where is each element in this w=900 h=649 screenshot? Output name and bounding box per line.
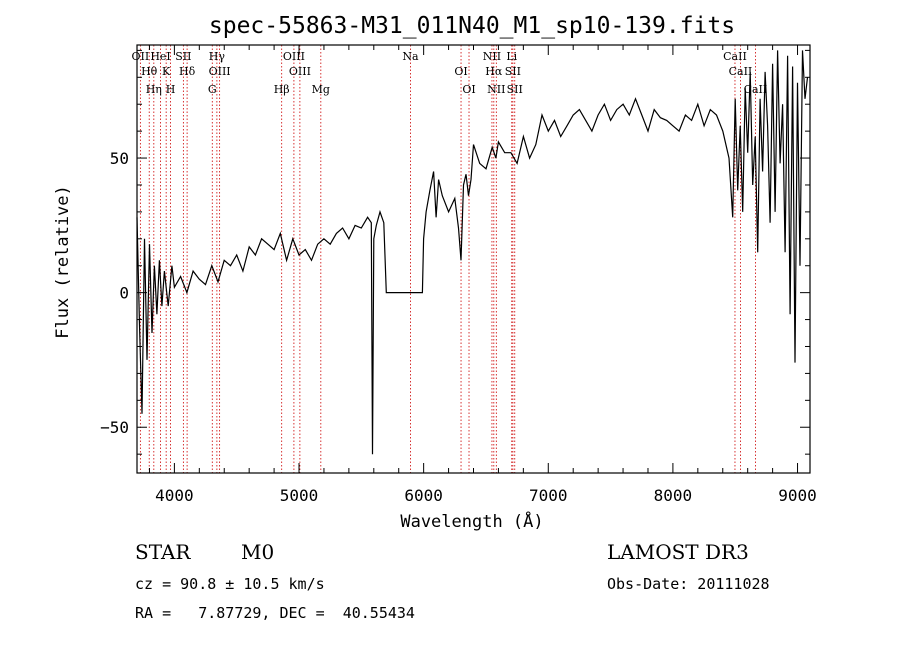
y-tick-label: −50 bbox=[100, 418, 129, 437]
chart-title: spec-55863-M31_011N40_M1_sp10-139.fits bbox=[209, 13, 735, 39]
x-tick-label: 6000 bbox=[404, 486, 443, 505]
emission-label: SII bbox=[175, 50, 191, 63]
emission-label: Na bbox=[402, 50, 419, 63]
emission-label: OI bbox=[454, 65, 467, 78]
redshift-velocity: cz = 90.8 ± 10.5 km/s bbox=[135, 575, 325, 593]
emission-label: Li bbox=[506, 50, 517, 63]
emission-label: Hγ bbox=[209, 50, 226, 63]
observation-date: Obs-Date: 20111028 bbox=[607, 575, 770, 593]
emission-label: H bbox=[166, 83, 176, 96]
emission-label: HeI bbox=[150, 50, 170, 63]
emission-label: Hβ bbox=[274, 83, 290, 96]
x-tick-label: 8000 bbox=[654, 486, 693, 505]
emission-label: SII bbox=[507, 83, 523, 96]
y-axis-label: Flux (relative) bbox=[53, 185, 73, 339]
emission-label: Hη bbox=[146, 83, 162, 96]
emission-line-markers bbox=[139, 45, 756, 473]
emission-label: Hα bbox=[485, 65, 503, 78]
emission-label: NII bbox=[483, 50, 501, 63]
x-axis: 4000 5000 6000 7000 8000 9000 bbox=[148, 45, 817, 505]
emission-line-labels: OIIHθHηHeIKHSIIHδGHγOIIIHβOIIIOIIIMgNaOI… bbox=[132, 50, 768, 96]
object-class: STAR bbox=[135, 540, 191, 564]
emission-label: Mg bbox=[312, 83, 330, 96]
emission-label: NII bbox=[487, 83, 505, 96]
y-tick-label: 50 bbox=[110, 149, 129, 168]
spectrum-line bbox=[136, 50, 809, 455]
emission-label: Hθ bbox=[141, 65, 158, 78]
x-axis-label: Wavelength (Å) bbox=[400, 510, 543, 532]
emission-label: CaII bbox=[723, 50, 747, 63]
y-tick-label: 0 bbox=[119, 284, 129, 303]
emission-label: CaII bbox=[729, 65, 753, 78]
x-tick-label: 9000 bbox=[778, 486, 817, 505]
x-tick-label: 4000 bbox=[155, 486, 194, 505]
survey-name: LAMOST DR3 bbox=[607, 540, 749, 564]
emission-label: SII bbox=[505, 65, 521, 78]
x-tick-label: 7000 bbox=[529, 486, 568, 505]
emission-label: OI bbox=[462, 83, 475, 96]
emission-label: G bbox=[208, 83, 217, 96]
sky-coordinates: RA = 7.87729, DEC = 40.55434 bbox=[135, 604, 415, 622]
x-tick-label: 5000 bbox=[280, 486, 319, 505]
emission-label: OIII bbox=[283, 50, 305, 63]
y-axis: −50 0 50 bbox=[100, 49, 810, 455]
emission-label: Hδ bbox=[179, 65, 196, 78]
emission-label: K bbox=[162, 65, 171, 78]
emission-label: OII bbox=[132, 50, 150, 63]
object-subclass: M0 bbox=[241, 540, 275, 564]
emission-label: OIII bbox=[209, 65, 231, 78]
emission-label: CaII bbox=[744, 83, 768, 96]
emission-label: OIII bbox=[289, 65, 311, 78]
